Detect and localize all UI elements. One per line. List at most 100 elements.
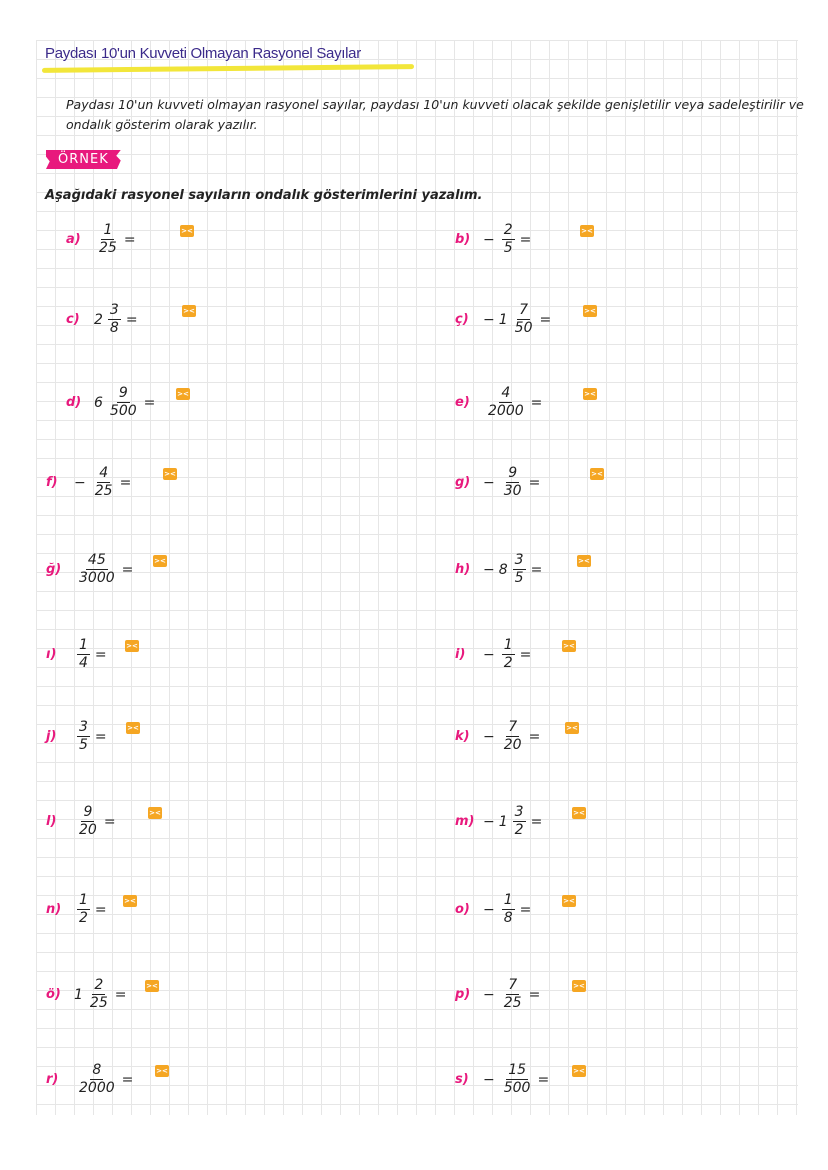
numerator: 2 bbox=[92, 977, 106, 995]
answer-reveal-icon[interactable]: >< bbox=[125, 640, 139, 652]
minus-sign: − bbox=[483, 1071, 495, 1088]
problem-label: p) bbox=[455, 987, 471, 1002]
minus-sign: − bbox=[483, 311, 495, 328]
minus-sign: − bbox=[483, 231, 495, 248]
equals-sign: = bbox=[119, 474, 132, 491]
numerator: 3 bbox=[512, 552, 526, 570]
answer-reveal-icon[interactable]: >< bbox=[565, 722, 579, 734]
problem-item: i) −1 2 = bbox=[455, 637, 531, 672]
numerator: 9 bbox=[116, 385, 130, 403]
numerator: 3 bbox=[107, 302, 121, 320]
answer-reveal-icon[interactable]: >< bbox=[176, 388, 190, 400]
fraction: 8 2000 bbox=[77, 1062, 117, 1097]
equals-sign: = bbox=[530, 813, 543, 830]
answer-reveal-icon[interactable]: >< bbox=[148, 807, 162, 819]
numerator: 7 bbox=[517, 302, 531, 320]
equals-sign: = bbox=[530, 394, 543, 411]
problem-label: d) bbox=[66, 395, 82, 410]
problem-label: n) bbox=[46, 902, 62, 917]
answer-reveal-icon[interactable]: >< bbox=[123, 895, 137, 907]
problem-item: a) 1 25 = bbox=[66, 222, 136, 257]
equals-sign: = bbox=[143, 394, 156, 411]
denominator: 2000 bbox=[488, 403, 524, 419]
denominator: 4 bbox=[79, 655, 88, 671]
denominator: 3000 bbox=[79, 570, 115, 586]
page-title: Paydası 10'un Kuvveti Olmayan Rasyonel S… bbox=[45, 45, 361, 62]
answer-reveal-icon[interactable]: >< bbox=[590, 468, 604, 480]
answer-reveal-icon[interactable]: >< bbox=[572, 980, 586, 992]
numerator: 1 bbox=[101, 222, 115, 240]
answer-reveal-icon[interactable]: >< bbox=[126, 722, 140, 734]
denominator: 5 bbox=[503, 240, 513, 256]
problem-item: g) −9 30 = bbox=[455, 465, 540, 500]
fraction: 7 50 bbox=[513, 302, 535, 337]
answer-reveal-icon[interactable]: >< bbox=[155, 1065, 169, 1077]
example-badge: ÖRNEK bbox=[46, 150, 121, 169]
fraction: 9 500 bbox=[108, 385, 139, 420]
whole-part: 1 bbox=[498, 813, 508, 830]
problem-item: f) −4 25 = bbox=[46, 465, 131, 500]
whole-part: 6 bbox=[94, 394, 103, 411]
problem-label: k) bbox=[455, 729, 470, 744]
equals-sign: = bbox=[539, 311, 552, 328]
equals-sign: = bbox=[519, 646, 532, 663]
fraction: 15 500 bbox=[502, 1062, 533, 1097]
problem-item: b) −2 5 = bbox=[455, 222, 531, 257]
fraction: 9 20 bbox=[77, 804, 99, 839]
problem-label: h) bbox=[455, 562, 471, 577]
problem-label: ç) bbox=[455, 312, 469, 327]
instruction: Aşağıdaki rasyonel sayıların ondalık gös… bbox=[45, 188, 483, 203]
answer-reveal-icon[interactable]: >< bbox=[145, 980, 159, 992]
minus-sign: − bbox=[483, 813, 495, 830]
numerator: 2 bbox=[501, 222, 515, 240]
answer-reveal-icon[interactable]: >< bbox=[577, 555, 591, 567]
answer-reveal-icon[interactable]: >< bbox=[182, 305, 196, 317]
denominator: 5 bbox=[79, 737, 88, 753]
problem-label: l) bbox=[46, 814, 57, 829]
denominator: 20 bbox=[79, 822, 97, 838]
numerator: 3 bbox=[512, 804, 526, 822]
answer-reveal-icon[interactable]: >< bbox=[180, 225, 194, 237]
numerator: 4 bbox=[499, 385, 513, 403]
problem-item: p) −7 25 = bbox=[455, 977, 540, 1012]
answer-reveal-icon[interactable]: >< bbox=[580, 225, 594, 237]
denominator: 50 bbox=[514, 320, 533, 336]
answer-reveal-icon[interactable]: >< bbox=[572, 807, 586, 819]
numerator: 1 bbox=[501, 892, 515, 910]
equals-sign: = bbox=[123, 231, 136, 248]
denominator: 8 bbox=[109, 320, 119, 336]
answer-reveal-icon[interactable]: >< bbox=[562, 895, 576, 907]
numerator: 4 bbox=[97, 465, 111, 483]
problem-label: ı) bbox=[46, 647, 57, 662]
problem-item: s) −15 500 = bbox=[455, 1062, 549, 1097]
numerator: 1 bbox=[77, 637, 90, 655]
problem-item: n) 1 2 = bbox=[46, 892, 107, 927]
fraction: 7 25 bbox=[502, 977, 524, 1012]
answer-reveal-icon[interactable]: >< bbox=[583, 305, 597, 317]
problem-label: g) bbox=[455, 475, 471, 490]
numerator: 45 bbox=[85, 552, 108, 570]
answer-reveal-icon[interactable]: >< bbox=[562, 640, 576, 652]
answer-reveal-icon[interactable]: >< bbox=[163, 468, 177, 480]
answer-reveal-icon[interactable]: >< bbox=[153, 555, 167, 567]
equals-sign: = bbox=[125, 311, 138, 328]
equals-sign: = bbox=[530, 561, 543, 578]
fraction: 2 25 bbox=[88, 977, 110, 1012]
equals-sign: = bbox=[94, 728, 107, 745]
answer-reveal-icon[interactable]: >< bbox=[583, 388, 597, 400]
denominator: 25 bbox=[503, 995, 522, 1011]
problem-label: b) bbox=[455, 232, 471, 247]
numerator: 9 bbox=[81, 804, 95, 822]
denominator: 5 bbox=[514, 570, 524, 586]
problem-item: ç) −1 7 50 = bbox=[455, 302, 551, 337]
equals-sign: = bbox=[94, 901, 107, 918]
denominator: 2000 bbox=[79, 1080, 115, 1096]
answer-reveal-icon[interactable]: >< bbox=[572, 1065, 586, 1077]
problem-label: e) bbox=[455, 395, 470, 410]
equals-sign: = bbox=[528, 986, 541, 1003]
problem-item: r) 8 2000 = bbox=[46, 1062, 133, 1097]
minus-sign: − bbox=[74, 474, 86, 491]
